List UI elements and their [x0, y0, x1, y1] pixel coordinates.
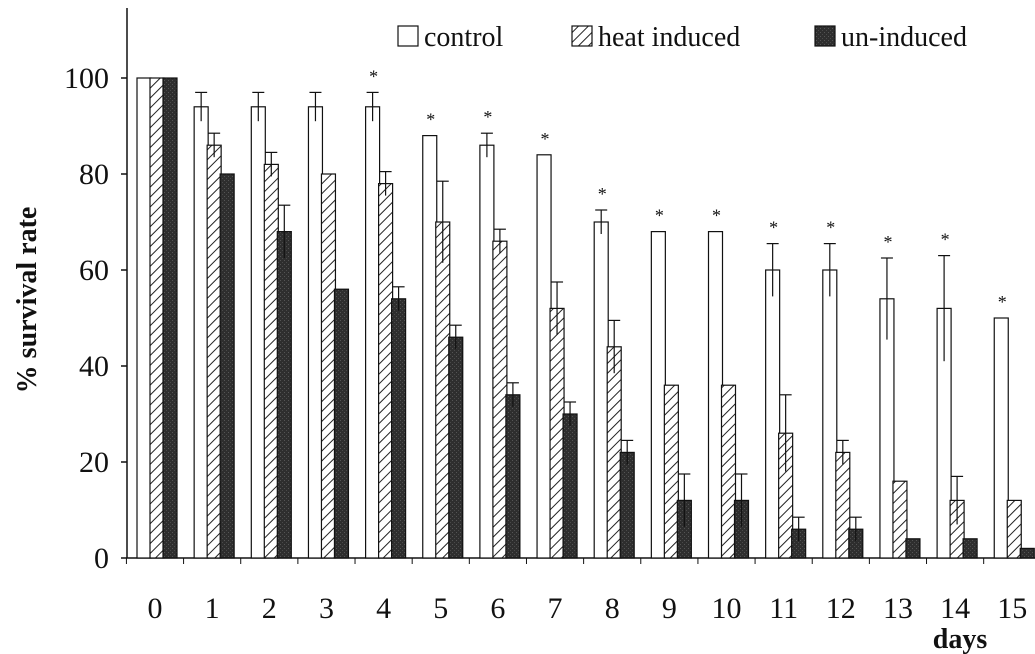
x-axis-title: days [933, 624, 988, 654]
bar [993, 317, 1009, 559]
bar [962, 538, 978, 559]
bar [263, 163, 279, 559]
significance-star: * [483, 107, 492, 127]
significance-star: * [369, 66, 378, 86]
x-tick-label: 2 [262, 592, 277, 625]
bar [892, 480, 908, 559]
bar [549, 307, 565, 559]
x-tick-label: 6 [490, 592, 505, 625]
x-tick-label: 14 [940, 592, 970, 625]
bar [663, 384, 679, 559]
x-tick-label: 7 [548, 592, 563, 625]
x-axis: 0 1 2 3 4 5 6 7 8 9 10 11 12 13 14 15 [125, 557, 1035, 625]
legend-swatch [571, 25, 593, 47]
significance-markers: * * * * * * * * * * * * [369, 66, 1007, 312]
bar [333, 288, 350, 559]
y-axis: 0 20 40 60 80 100 [64, 8, 128, 575]
bar [720, 384, 737, 559]
significance-star: * [883, 232, 892, 252]
bar [422, 135, 438, 559]
error-bars [195, 91, 964, 542]
y-tick-label: 100 [64, 62, 109, 95]
bars [136, 77, 1035, 559]
bar [162, 77, 178, 559]
x-tick-label: 9 [662, 592, 677, 625]
bar [193, 106, 209, 559]
bar [505, 394, 521, 559]
bar [206, 144, 222, 559]
bar [320, 173, 337, 559]
bar [136, 77, 152, 559]
legend-label: control [424, 22, 504, 53]
significance-star: * [598, 184, 607, 204]
bar [276, 231, 292, 559]
bar [905, 538, 921, 559]
x-tick-label: 3 [319, 592, 334, 625]
bar [835, 451, 851, 559]
bar [448, 336, 464, 559]
x-tick-label: 12 [826, 592, 856, 625]
bar [250, 106, 266, 559]
significance-star: * [941, 230, 950, 250]
bar [822, 269, 838, 559]
significance-star: * [998, 292, 1007, 312]
x-tick-label: 8 [605, 592, 620, 625]
bar [562, 413, 578, 559]
bar [606, 346, 622, 559]
bar [365, 106, 381, 559]
y-tick-label: 60 [79, 254, 109, 287]
bar [619, 451, 635, 559]
y-tick-label: 40 [79, 350, 109, 383]
bar [307, 106, 324, 559]
x-tick-label: 15 [997, 592, 1027, 625]
significance-star: * [655, 206, 664, 226]
x-tick-label: 13 [883, 592, 913, 625]
bar [1019, 547, 1035, 559]
legend-swatch [397, 25, 419, 47]
y-axis-title: % survival rate [12, 207, 43, 394]
x-tick-label: 10 [712, 592, 742, 625]
x-tick-label: 4 [376, 592, 391, 625]
significance-star: * [712, 206, 721, 226]
bar [391, 298, 407, 559]
x-tick-label: 5 [433, 592, 448, 625]
bar [1006, 499, 1022, 559]
bar [149, 77, 165, 559]
bar [650, 231, 666, 559]
bar [765, 269, 781, 559]
x-tick-label: 0 [148, 592, 163, 625]
bar [536, 154, 552, 559]
bar [707, 231, 724, 559]
bar [219, 173, 235, 559]
legend-label: un-induced [841, 22, 967, 53]
bar [479, 144, 495, 559]
legend-label: heat induced [598, 22, 740, 53]
significance-star: * [769, 218, 778, 238]
significance-star: * [426, 110, 435, 130]
significance-star: * [541, 129, 550, 149]
bar [378, 183, 394, 559]
bar [492, 240, 508, 559]
y-tick-label: 0 [94, 542, 109, 575]
legend-swatch [814, 25, 836, 47]
legend: control heat induced un-induced [397, 22, 967, 53]
y-tick-label: 20 [79, 446, 109, 479]
x-tick-label: 11 [769, 592, 798, 625]
bar [593, 221, 609, 559]
significance-star: * [826, 218, 835, 238]
bar [435, 221, 451, 559]
y-tick-label: 80 [79, 158, 109, 191]
x-tick-label: 1 [205, 592, 220, 625]
